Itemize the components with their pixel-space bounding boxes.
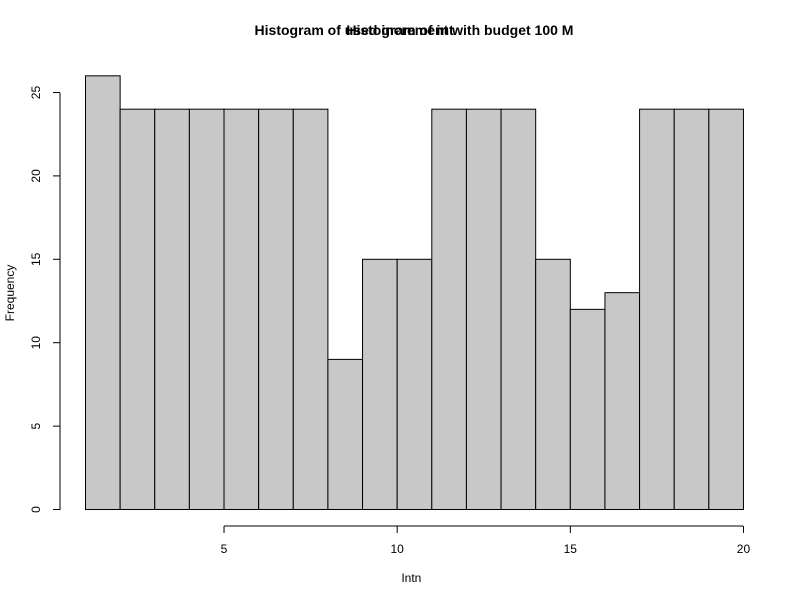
histogram-bar — [465, 108, 502, 511]
x-tick-label: 20 — [737, 542, 751, 556]
histogram-bar — [396, 258, 433, 510]
histogram-bar — [223, 108, 260, 511]
histogram-bar — [292, 108, 329, 511]
histogram-bar — [604, 292, 641, 510]
y-axis-label: Frequency — [3, 265, 17, 322]
histogram-bar — [431, 108, 467, 511]
y-tick-label: 25 — [29, 86, 43, 100]
bars-group — [85, 75, 744, 511]
histogram-bar — [673, 108, 710, 511]
chart-title-1: Histogram of used increment with budget … — [255, 22, 574, 38]
histogram-bar — [535, 258, 571, 510]
histogram-bar — [500, 108, 537, 511]
x-axis-label-2: n — [415, 571, 422, 585]
x-tick-label: 5 — [221, 542, 228, 556]
x-tick-label: 10 — [390, 542, 404, 556]
y-tick-label: 15 — [29, 252, 43, 266]
histogram-bar — [188, 108, 225, 511]
y-tick-label: 0 — [29, 506, 43, 513]
y-axis-ticks: 0 5 10 15 20 25 — [29, 86, 60, 513]
x-axis-label-1: Int — [401, 571, 415, 585]
chart-title-2: Histogram of int — [346, 22, 454, 38]
histogram-bar — [327, 358, 364, 510]
histogram-bar — [154, 108, 190, 511]
y-tick-label: 10 — [29, 336, 43, 350]
y-tick-label: 5 — [29, 422, 43, 429]
histogram-bar — [708, 108, 744, 511]
histogram-bar — [639, 108, 675, 511]
histogram-bar — [569, 308, 606, 510]
x-axis-ticks: 5 10 15 20 — [221, 526, 751, 556]
histogram-bar — [258, 108, 294, 511]
histogram-bar — [119, 108, 156, 511]
histogram-bar — [85, 75, 121, 510]
x-tick-label: 15 — [564, 542, 578, 556]
y-tick-label: 20 — [29, 169, 43, 183]
histogram-bar — [362, 258, 398, 510]
